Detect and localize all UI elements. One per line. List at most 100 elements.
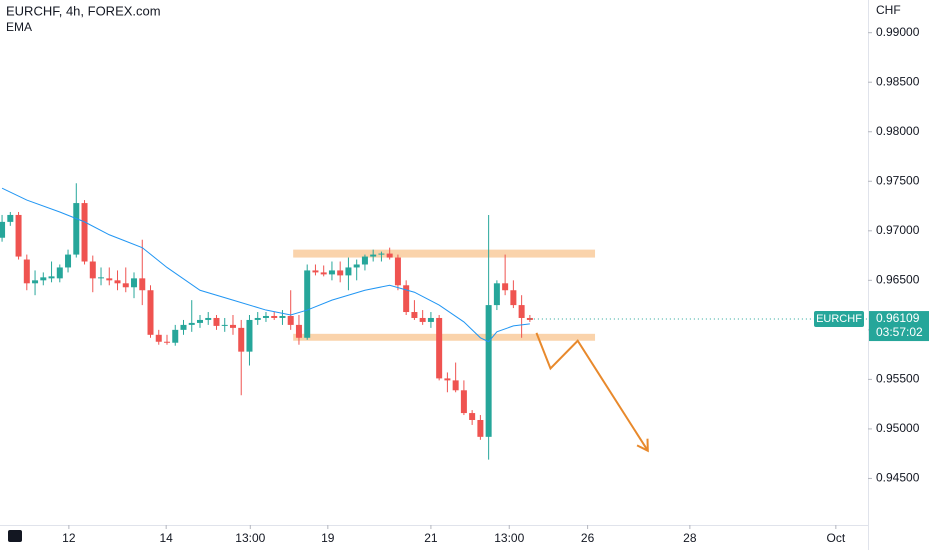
candle-body [320,272,327,275]
price-tag [869,311,929,342]
candle-body [188,322,195,325]
candle-body [139,278,146,291]
candle-body [221,324,228,326]
candle-body [370,254,377,257]
candle-body [444,378,451,381]
candle-body [287,315,294,325]
y-tick-label: 0.94500 [876,471,920,485]
candle-body [378,253,385,255]
candle-body [65,254,72,268]
y-tick-label: 0.95000 [876,421,920,435]
plot-area [0,183,649,460]
zone [293,333,596,341]
candle-body [40,277,47,281]
indicator-label: EMA [6,20,32,34]
candle-body [254,317,261,320]
candle-body [180,324,187,330]
candle-body [23,259,30,284]
arrow-head [636,438,649,453]
symbol-tag [814,311,864,328]
candle-body [246,319,253,352]
candle-body [452,380,459,391]
candle-body [164,341,171,343]
candle-body [114,280,121,284]
x-tick-label: 28 [683,531,697,545]
candle-body [502,283,509,291]
candle-body [122,283,129,288]
candle-body [493,283,500,306]
candle-body [32,280,39,284]
candle-body [386,253,393,258]
candle-body [469,413,476,420]
candle-body [312,270,319,273]
y-tick-label: 0.95500 [876,372,920,386]
countdown-label: 03:57:02 [876,325,923,339]
x-tick-label: 13:00 [494,531,524,545]
y-tick-label: 0.98500 [876,74,920,88]
ema-line [1,187,530,343]
candle-body [353,264,360,268]
y-tick-label: 0.96500 [876,273,920,287]
candle-body [196,319,203,323]
x-tick-label: 21 [424,531,438,545]
candle-body [518,305,525,318]
candle-body [48,276,55,279]
candle-body [0,221,6,238]
y-tick-label: 0.98000 [876,124,920,138]
candle-body [361,256,368,265]
candle-body [238,327,245,352]
candle-body [403,285,410,313]
candle-body [205,317,212,320]
candle-body [131,278,138,288]
candle-body [328,270,335,275]
candle-body [15,214,22,257]
candle-body [56,267,63,279]
candle-body [262,315,269,318]
candle-body [510,290,517,306]
x-tick-label: 26 [581,531,595,545]
candle-body [229,324,236,328]
x-tick-label: 19 [321,531,335,545]
logo [8,530,22,542]
candle-body [419,317,426,322]
candle-body [89,261,96,279]
candle-body [394,257,401,286]
symbol-label: EURCHF [816,313,862,325]
candle-body [436,317,443,379]
y-tick-label: 0.99000 [876,25,920,39]
candle-body [304,270,311,338]
candle-body [155,334,162,342]
x-tick-label: Oct [827,531,846,545]
candle-body [345,267,352,276]
last-price-label: 0.96109 [876,311,920,325]
x-tick-label: 12 [62,531,76,545]
x-tick-label: 14 [159,531,173,545]
candle-body [81,203,88,262]
candle-body [98,277,105,279]
candle-body [411,312,418,318]
candle-body [271,315,278,318]
projection-arrow [535,332,649,452]
candle-body [427,317,434,322]
logo-mark [8,530,22,542]
y-axis-label: CHF [876,3,901,17]
x-tick-label: 13:00 [235,531,265,545]
candle-body [213,317,220,326]
candle-body [460,390,467,414]
candle-body [7,214,14,222]
candle-body [147,290,154,335]
candle-body [485,305,492,437]
y-tick-label: 0.97000 [876,223,920,237]
chart-title: EURCHF, 4h, FOREX.com [6,3,161,18]
y-tick-label: 0.97500 [876,173,920,187]
zone [293,249,596,258]
candle-body [337,270,344,276]
candle-body [295,324,302,338]
candle-body [172,329,179,343]
candle-body [477,420,484,437]
candle-body [73,203,80,255]
candle-body [279,315,286,318]
candle-body [106,278,113,281]
